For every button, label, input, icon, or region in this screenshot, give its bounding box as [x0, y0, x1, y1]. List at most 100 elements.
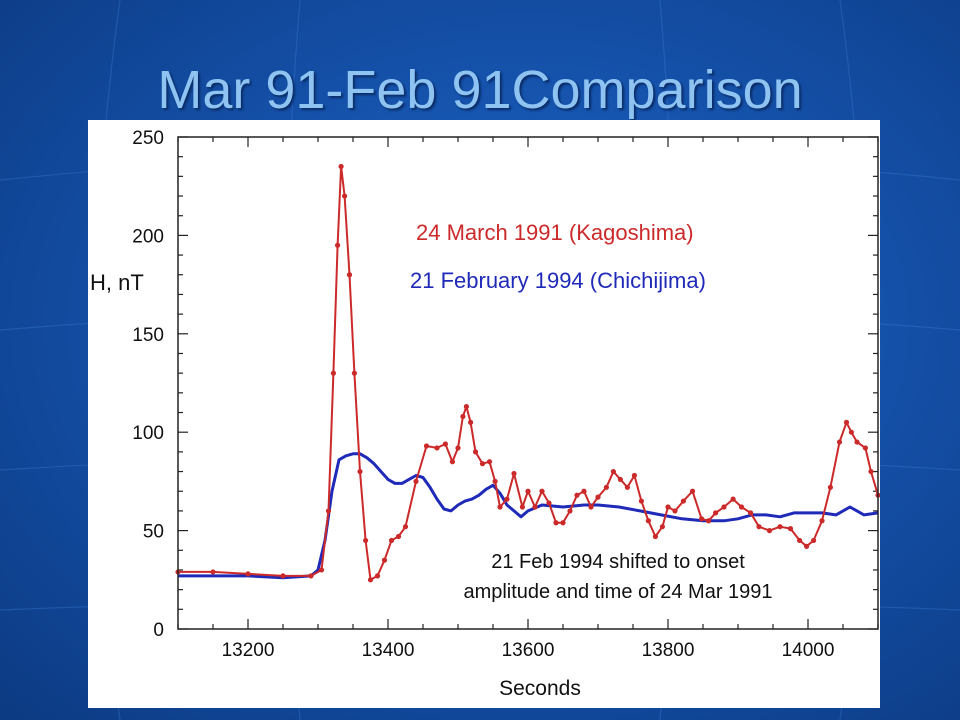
data-point	[665, 504, 671, 510]
data-point	[721, 504, 727, 510]
data-point	[442, 441, 448, 447]
data-point	[854, 439, 860, 445]
data-point	[553, 520, 559, 526]
slide-title: Mar 91-Feb 91Comparison	[157, 60, 803, 120]
x-axis-label: Seconds	[499, 677, 581, 700]
data-point	[497, 504, 503, 510]
chart-panel: 13200 13400 13600 13800 14000 0 50 100 150 200 25…	[88, 120, 880, 708]
data-point	[730, 496, 736, 502]
data-point	[395, 533, 402, 540]
data-point	[574, 492, 580, 498]
x-tick-labels: 13200 13400 13600 13800 14000	[222, 640, 835, 661]
data-point	[519, 504, 525, 510]
y-tick-label: 200	[132, 226, 164, 247]
data-point	[787, 526, 794, 532]
line-chart: 13200 13400 13600 13800 14000 0 50 100 150 200 25…	[90, 128, 880, 700]
data-point	[843, 419, 850, 425]
x-tick-label: 13800	[642, 640, 695, 661]
y-tick-label: 100	[132, 423, 164, 444]
data-point	[652, 533, 659, 540]
y-tick-label: 250	[132, 128, 164, 149]
data-point	[449, 459, 455, 465]
data-point	[581, 488, 587, 494]
data-point	[463, 404, 469, 410]
data-point	[610, 468, 617, 475]
data-point	[560, 520, 566, 526]
data-point	[388, 537, 395, 544]
data-point	[325, 508, 332, 514]
data-point	[766, 528, 773, 534]
data-point	[525, 488, 531, 494]
data-point	[472, 449, 479, 455]
data-point	[756, 524, 762, 530]
data-point	[330, 370, 336, 376]
series-layer	[175, 163, 880, 583]
y-tick-label: 0	[153, 620, 164, 641]
data-point	[308, 573, 314, 579]
data-point	[346, 272, 353, 278]
data-point	[848, 429, 855, 435]
data-point	[460, 413, 466, 420]
data-point	[699, 516, 705, 522]
data-point	[672, 508, 678, 514]
data-point	[617, 476, 624, 483]
data-point	[210, 569, 216, 575]
data-point	[280, 573, 286, 579]
data-point	[689, 488, 696, 494]
y-axis-label: H, nT	[90, 270, 144, 295]
data-point	[374, 573, 381, 579]
data-point	[511, 470, 517, 477]
data-point	[819, 518, 825, 524]
data-point	[603, 484, 610, 490]
data-point	[567, 508, 573, 514]
x-tick-label: 14000	[782, 640, 835, 661]
data-point	[706, 518, 712, 524]
series-1	[178, 452, 879, 580]
series-0	[175, 163, 880, 583]
y-tick-label: 50	[143, 522, 164, 543]
x-tick-label: 13600	[502, 640, 555, 661]
data-point	[546, 500, 552, 506]
data-point	[595, 494, 601, 500]
data-point	[363, 537, 369, 544]
data-point	[680, 498, 687, 504]
data-point	[342, 193, 348, 199]
data-point	[468, 419, 474, 425]
data-point	[455, 445, 461, 451]
x-tick-label: 13200	[222, 640, 275, 661]
data-point	[631, 472, 638, 479]
data-point	[797, 537, 803, 544]
y-tick-labels: 0 50 100 150 200 250	[132, 128, 164, 641]
data-point	[748, 510, 754, 516]
data-point	[836, 439, 843, 445]
y-tick-label: 150	[132, 325, 164, 346]
data-point	[318, 567, 325, 573]
data-point	[738, 504, 745, 510]
data-point	[539, 488, 545, 494]
data-point	[827, 484, 834, 490]
data-point	[713, 510, 719, 516]
data-point	[504, 496, 510, 502]
data-point	[532, 504, 538, 510]
data-point	[588, 504, 594, 510]
data-point	[638, 498, 645, 504]
data-point	[492, 478, 498, 484]
data-point	[357, 468, 363, 475]
legend-entry-kagoshima: 24 March 1991 (Kagoshima)	[416, 220, 694, 245]
annotation-line-1: 21 Feb 1994 shifted to onset	[491, 551, 745, 573]
data-point	[804, 543, 810, 549]
data-point	[423, 443, 430, 449]
series-line-1	[178, 452, 879, 580]
data-point	[777, 524, 783, 530]
data-point	[351, 370, 357, 376]
data-point	[868, 468, 874, 475]
data-point	[486, 459, 493, 465]
data-point	[862, 445, 869, 451]
data-point	[624, 484, 631, 490]
data-point	[402, 524, 409, 530]
data-point	[245, 571, 251, 577]
data-point	[335, 242, 341, 248]
data-point	[338, 163, 344, 170]
plot-frame	[177, 136, 879, 630]
data-point	[659, 524, 666, 530]
